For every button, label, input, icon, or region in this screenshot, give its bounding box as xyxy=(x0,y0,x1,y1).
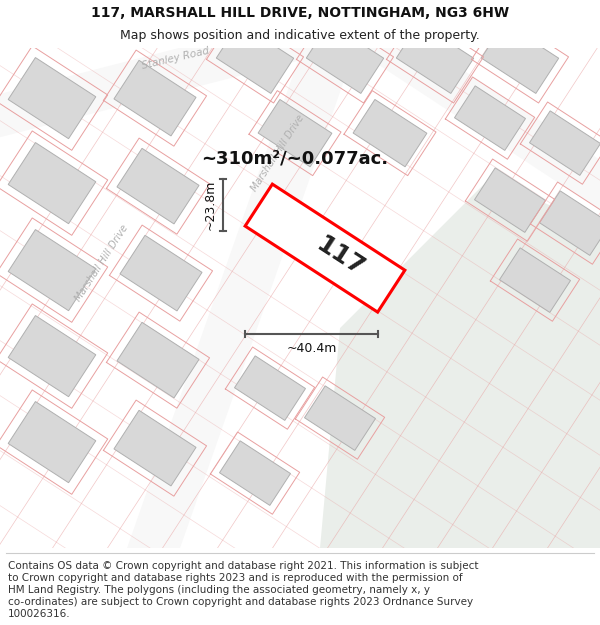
Text: Marshall Hill Drive: Marshall Hill Drive xyxy=(74,223,130,303)
Polygon shape xyxy=(8,316,96,397)
Text: Contains OS data © Crown copyright and database right 2021. This information is : Contains OS data © Crown copyright and d… xyxy=(8,561,478,571)
Polygon shape xyxy=(235,356,305,421)
Text: 100026316.: 100026316. xyxy=(8,609,70,619)
Polygon shape xyxy=(220,441,290,506)
Polygon shape xyxy=(397,22,473,94)
Polygon shape xyxy=(481,22,559,94)
Polygon shape xyxy=(320,178,600,548)
Polygon shape xyxy=(8,142,96,224)
Polygon shape xyxy=(217,22,293,94)
Polygon shape xyxy=(258,99,332,167)
Polygon shape xyxy=(8,229,96,311)
Polygon shape xyxy=(117,148,199,224)
Polygon shape xyxy=(289,0,600,216)
Polygon shape xyxy=(475,168,545,232)
Polygon shape xyxy=(114,61,196,136)
Polygon shape xyxy=(304,386,376,451)
Text: 117: 117 xyxy=(311,232,368,281)
Polygon shape xyxy=(353,99,427,167)
Text: Marshall Hill Drive: Marshall Hill Drive xyxy=(250,113,307,193)
Polygon shape xyxy=(454,86,526,151)
Polygon shape xyxy=(117,322,199,398)
Text: ~40.4m: ~40.4m xyxy=(286,342,337,354)
Polygon shape xyxy=(114,411,196,486)
Text: ~23.8m: ~23.8m xyxy=(203,180,217,230)
Text: Stanley Road: Stanley Road xyxy=(140,46,210,71)
Polygon shape xyxy=(529,111,600,176)
Polygon shape xyxy=(499,248,571,312)
Text: to Crown copyright and database rights 2023 and is reproduced with the permissio: to Crown copyright and database rights 2… xyxy=(8,573,463,583)
Text: co-ordinates) are subject to Crown copyright and database rights 2023 Ordnance S: co-ordinates) are subject to Crown copyr… xyxy=(8,597,473,607)
Polygon shape xyxy=(8,401,96,482)
Text: ~310m²/~0.077ac.: ~310m²/~0.077ac. xyxy=(202,149,389,167)
Text: 117, MARSHALL HILL DRIVE, NOTTINGHAM, NG3 6HW: 117, MARSHALL HILL DRIVE, NOTTINGHAM, NG… xyxy=(91,6,509,19)
Polygon shape xyxy=(120,236,202,311)
Polygon shape xyxy=(8,58,96,139)
Text: HM Land Registry. The polygons (including the associated geometry, namely x, y: HM Land Registry. The polygons (includin… xyxy=(8,585,430,595)
Polygon shape xyxy=(539,191,600,256)
Polygon shape xyxy=(0,0,385,139)
Polygon shape xyxy=(127,0,374,566)
Polygon shape xyxy=(245,184,405,312)
Polygon shape xyxy=(307,22,383,94)
Text: Map shows position and indicative extent of the property.: Map shows position and indicative extent… xyxy=(120,29,480,42)
